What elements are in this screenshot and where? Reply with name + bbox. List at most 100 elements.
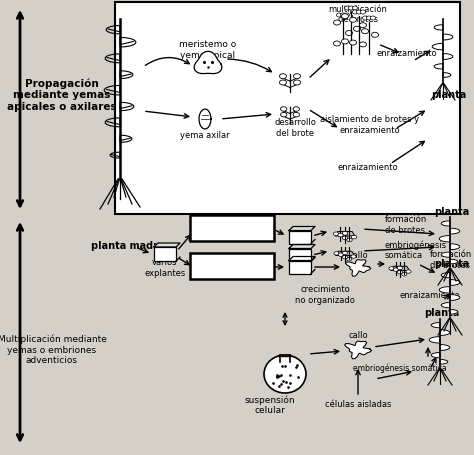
Polygon shape xyxy=(443,55,453,61)
Polygon shape xyxy=(450,280,460,286)
Text: varios
explantes: varios explantes xyxy=(145,258,186,277)
Polygon shape xyxy=(440,345,450,351)
Polygon shape xyxy=(434,25,443,31)
Ellipse shape xyxy=(281,107,287,112)
Ellipse shape xyxy=(264,355,306,393)
Ellipse shape xyxy=(366,17,372,21)
Ellipse shape xyxy=(351,236,357,239)
Ellipse shape xyxy=(281,113,287,118)
Polygon shape xyxy=(441,253,450,258)
Polygon shape xyxy=(336,252,355,256)
Polygon shape xyxy=(431,323,440,328)
Ellipse shape xyxy=(342,232,348,236)
Polygon shape xyxy=(440,330,450,336)
Ellipse shape xyxy=(341,15,348,20)
Ellipse shape xyxy=(342,256,347,259)
Bar xyxy=(289,261,311,274)
Ellipse shape xyxy=(293,113,300,118)
Ellipse shape xyxy=(349,18,356,23)
Polygon shape xyxy=(450,260,458,264)
Polygon shape xyxy=(280,355,290,362)
Ellipse shape xyxy=(347,238,352,242)
Text: Morfogénesis
directa: Morfogénesis directa xyxy=(195,218,269,241)
Ellipse shape xyxy=(398,271,402,274)
Text: planta madre: planta madre xyxy=(91,241,165,250)
Text: embriogénesis
somática: embriogénesis somática xyxy=(385,239,447,259)
Ellipse shape xyxy=(342,237,348,240)
Ellipse shape xyxy=(371,17,375,21)
Polygon shape xyxy=(443,73,451,78)
Ellipse shape xyxy=(337,14,341,18)
Text: planta: planta xyxy=(434,258,470,268)
Text: Multiplicación mediante
yemas o embriones
adventicios: Multiplicación mediante yemas o embrione… xyxy=(0,334,107,364)
Ellipse shape xyxy=(362,30,368,35)
Ellipse shape xyxy=(353,11,357,15)
Ellipse shape xyxy=(333,233,339,236)
Polygon shape xyxy=(335,232,355,237)
Text: meristemo o
yema apical: meristemo o yema apical xyxy=(179,40,237,60)
Ellipse shape xyxy=(346,258,352,261)
Text: planta: planta xyxy=(434,207,470,217)
Polygon shape xyxy=(450,244,460,250)
Text: planta: planta xyxy=(424,307,460,317)
Ellipse shape xyxy=(359,43,366,48)
Ellipse shape xyxy=(338,253,343,257)
Bar xyxy=(115,3,460,214)
Polygon shape xyxy=(432,44,443,51)
Ellipse shape xyxy=(280,75,286,80)
Ellipse shape xyxy=(393,268,398,272)
Ellipse shape xyxy=(353,7,357,11)
Text: planta: planta xyxy=(431,90,466,100)
Ellipse shape xyxy=(345,14,349,18)
Text: desarrollo
del brote: desarrollo del brote xyxy=(274,118,316,137)
Text: enraizamiento: enraizamiento xyxy=(400,290,460,299)
Polygon shape xyxy=(450,295,460,301)
Ellipse shape xyxy=(334,252,339,256)
Polygon shape xyxy=(289,257,315,261)
Text: células aisladas: células aisladas xyxy=(325,399,391,409)
FancyBboxPatch shape xyxy=(190,253,274,279)
Text: callo: callo xyxy=(348,250,368,259)
Polygon shape xyxy=(431,353,440,358)
Text: suspensión
celular: suspensión celular xyxy=(245,394,295,414)
Ellipse shape xyxy=(398,267,402,270)
Ellipse shape xyxy=(338,234,343,238)
Ellipse shape xyxy=(349,41,356,46)
Ellipse shape xyxy=(348,7,354,11)
Polygon shape xyxy=(439,287,450,293)
Polygon shape xyxy=(440,359,448,364)
Polygon shape xyxy=(429,337,440,344)
Ellipse shape xyxy=(293,81,301,86)
Text: callo: callo xyxy=(348,330,368,339)
Ellipse shape xyxy=(293,75,301,80)
Text: formación
de brotes: formación de brotes xyxy=(385,215,427,234)
Text: embriogénesis somática: embriogénesis somática xyxy=(353,363,447,372)
Ellipse shape xyxy=(346,31,353,36)
Polygon shape xyxy=(346,260,371,277)
Ellipse shape xyxy=(361,11,365,15)
Polygon shape xyxy=(345,341,372,359)
Text: yema axilar: yema axilar xyxy=(180,131,230,140)
Polygon shape xyxy=(450,310,458,314)
Text: Morfogénesis
indirecta: Morfogénesis indirecta xyxy=(195,256,269,278)
FancyBboxPatch shape xyxy=(190,216,274,242)
Bar xyxy=(289,249,311,262)
Polygon shape xyxy=(441,273,450,278)
Polygon shape xyxy=(434,65,443,70)
Ellipse shape xyxy=(345,7,349,11)
Polygon shape xyxy=(439,236,450,243)
Ellipse shape xyxy=(334,21,340,26)
Polygon shape xyxy=(391,267,410,271)
Polygon shape xyxy=(199,110,211,130)
Polygon shape xyxy=(443,35,453,41)
Text: formación
de brotes: formación de brotes xyxy=(430,250,472,269)
Ellipse shape xyxy=(401,273,407,276)
Polygon shape xyxy=(441,303,450,308)
Bar xyxy=(289,231,311,244)
Ellipse shape xyxy=(372,33,379,38)
Text: multiplicación
de brotes: multiplicación de brotes xyxy=(328,4,387,24)
Ellipse shape xyxy=(363,17,367,21)
Bar xyxy=(154,248,176,262)
Text: Propagación
mediante yemas
apicales o axilares: Propagación mediante yemas apicales o ax… xyxy=(7,78,117,111)
Ellipse shape xyxy=(359,24,366,29)
